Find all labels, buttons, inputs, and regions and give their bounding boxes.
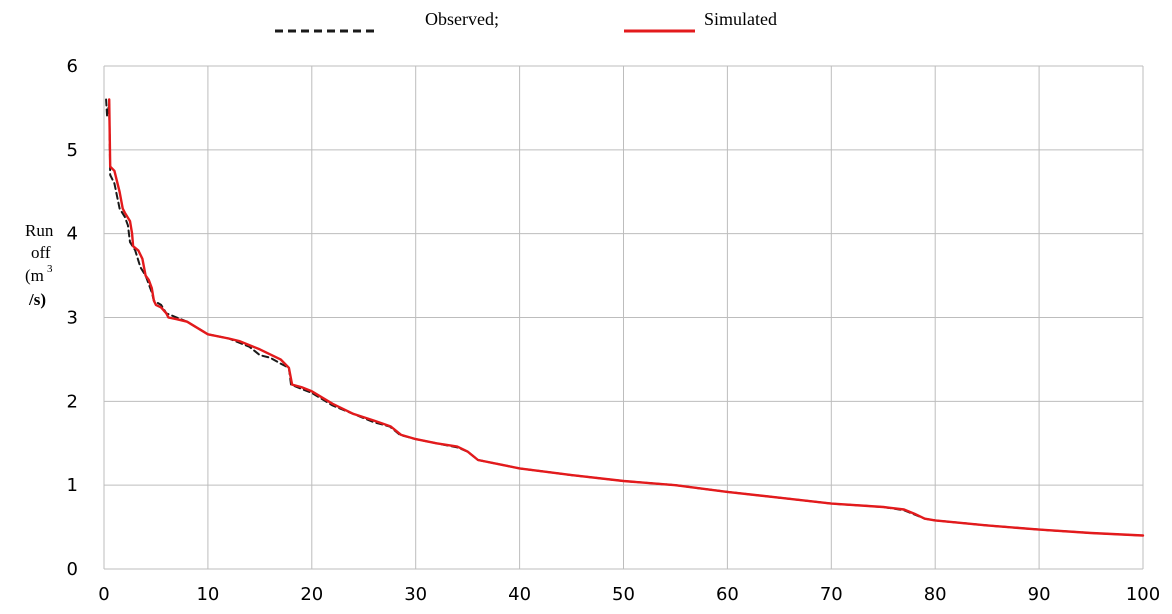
legend-label-simulated: Simulated — [704, 9, 777, 29]
series-lines — [105, 98, 1145, 537]
grid — [103, 65, 1144, 570]
y-tick-label: 2 — [67, 391, 78, 412]
y-axis-label-superscript: 3 — [47, 263, 53, 275]
y-tick-label: 6 — [67, 56, 78, 77]
y-axis-label-line4: /s) — [28, 290, 46, 309]
y-axis-label-line3: (m — [25, 266, 44, 285]
x-tick-label: 10 — [196, 584, 219, 605]
x-tick-label: 70 — [820, 584, 843, 605]
x-tick-label: 50 — [612, 584, 635, 605]
legend-label-observed: Observed; — [425, 9, 499, 29]
legend: Observed; Simulated — [275, 9, 777, 33]
y-axis-label: Run off (m 3 /s) — [25, 221, 54, 309]
x-tick-label: 100 — [1126, 584, 1160, 605]
x-tick-label: 40 — [508, 584, 531, 605]
x-tick-label: 30 — [404, 584, 427, 605]
series-line-simulated — [108, 98, 1145, 537]
x-tick-label: 20 — [300, 584, 323, 605]
x-tick-label: 0 — [98, 584, 109, 605]
x-tick-label: 60 — [716, 584, 739, 605]
y-tick-label: 4 — [67, 224, 78, 245]
y-axis-ticks: 0 1 2 3 4 5 6 — [67, 56, 78, 580]
x-axis-ticks: 0 10 20 30 40 50 60 70 80 90 100 — [98, 584, 1160, 605]
y-tick-label: 3 — [67, 308, 78, 329]
series-line-observed — [105, 98, 1144, 537]
y-tick-label: 5 — [67, 140, 78, 161]
x-tick-label: 90 — [1028, 584, 1051, 605]
y-axis-label-line2: off — [31, 243, 51, 262]
y-tick-label: 1 — [67, 475, 78, 496]
x-tick-label: 80 — [924, 584, 947, 605]
y-axis-label-line1: Run — [25, 221, 54, 240]
y-tick-label: 0 — [67, 559, 78, 580]
